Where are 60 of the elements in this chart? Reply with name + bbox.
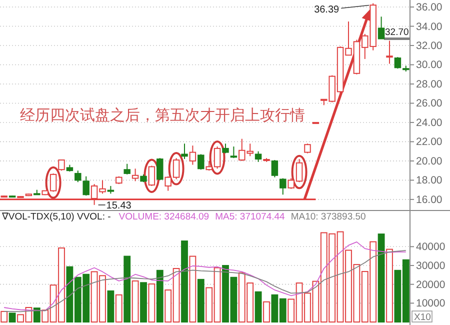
annotation: 36.39 — [314, 4, 340, 16]
bar — [0, 310, 8, 322]
chart-subtitle: VOLUME: 324684.09 — [118, 212, 210, 222]
candlestick — [198, 154, 204, 170]
bar — [378, 234, 385, 322]
bar — [156, 270, 164, 322]
chart-title: ∇VOL-TDX(5,10) VVOL: - — [1, 212, 111, 222]
candlestick — [156, 158, 164, 181]
candlestick — [124, 163, 130, 175]
candlestick — [58, 159, 65, 172]
bar — [140, 282, 147, 322]
y-tick-label: 36.00 — [416, 2, 442, 14]
candlestick — [74, 170, 82, 183]
y-tick-label: 18.00 — [416, 174, 442, 187]
y-tick-label: 20.00 — [416, 155, 442, 168]
bar — [124, 256, 131, 322]
y-tick-label: 22.00 — [416, 136, 442, 148]
y-tick-label: 34.00 — [416, 20, 442, 33]
y-tick-label: 30.00 — [416, 59, 442, 72]
bar — [8, 312, 16, 322]
candlestick — [132, 168, 139, 182]
annotation: 15.43 — [106, 200, 132, 212]
y-axis-title: X10 — [414, 312, 431, 323]
candlestick — [189, 145, 196, 166]
y-tick-label: 26.00 — [416, 98, 442, 110]
bar — [107, 290, 114, 322]
text: MA10: 373893.50 — [290, 212, 366, 222]
candlestick — [378, 16, 385, 40]
y-tick-label: 40000 — [416, 241, 446, 254]
y-tick-label: 20000 — [416, 278, 446, 291]
bar — [263, 301, 270, 322]
y-tick-label: 10000 — [416, 298, 446, 310]
bar — [132, 280, 139, 322]
candlestick — [230, 146, 238, 159]
candlestick — [222, 143, 229, 154]
bar — [148, 283, 156, 322]
ref-line-label: 32.70 — [385, 26, 409, 38]
y-tick-label: 16.00 — [416, 194, 442, 206]
bar — [181, 240, 188, 322]
candlestick — [148, 165, 156, 186]
y-tick-label: 32.00 — [416, 40, 442, 52]
bar — [189, 256, 196, 322]
candlestick — [280, 178, 286, 196]
candlestick — [271, 159, 278, 178]
y-tick-label: 28.00 — [416, 78, 442, 90]
bar — [386, 248, 393, 322]
bar — [33, 308, 40, 322]
y-tick-label: 24.00 — [416, 116, 442, 129]
text: MA5: 371074.44 — [215, 212, 285, 222]
candlestick — [82, 176, 90, 196]
bar — [115, 294, 122, 322]
candlestick — [394, 56, 402, 70]
y-tick-label: 30000 — [416, 260, 446, 272]
candlestick — [181, 143, 188, 160]
bar — [254, 291, 262, 322]
candlestick — [254, 150, 262, 162]
candlestick — [304, 143, 311, 154]
annotation: 经历四次试盘之后，第五次才开启上攻行情 — [20, 107, 305, 124]
candlestick — [386, 40, 393, 64]
bar — [197, 278, 204, 322]
